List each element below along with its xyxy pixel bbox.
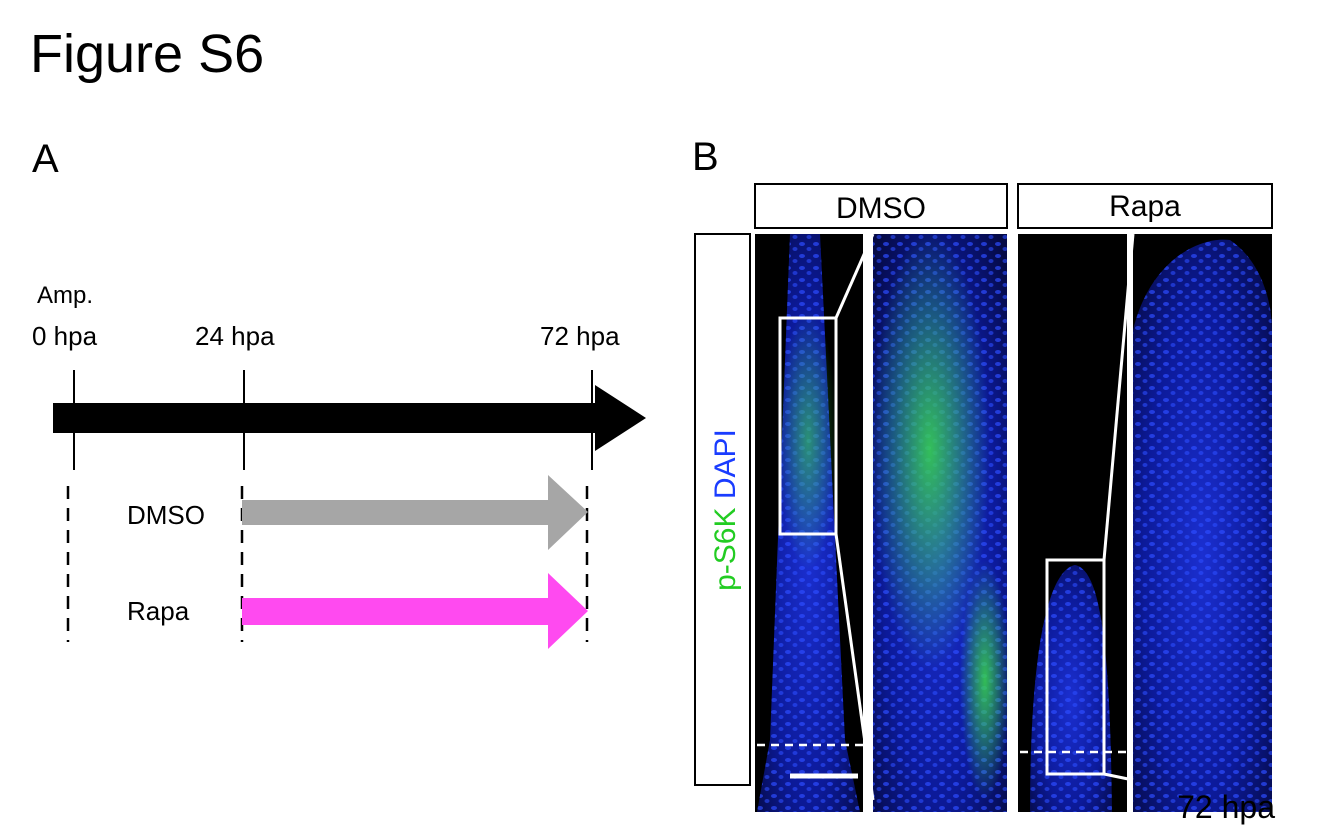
time-label: 24 hpa <box>195 321 275 351</box>
panel-label: A <box>32 137 59 181</box>
zoom-lines <box>834 233 875 801</box>
zoom-lines <box>1102 233 1135 782</box>
column-header-box <box>1017 183 1273 229</box>
micrograph-dmso-zoom <box>870 230 1010 812</box>
stain-label: DAPI <box>709 429 742 499</box>
time-label: 72 hpa <box>540 321 620 351</box>
timeline-arrow <box>53 385 646 451</box>
figure-title: Figure S6 <box>30 24 264 84</box>
event-label: Amp. <box>37 282 93 309</box>
stain-label: p-S6K <box>709 507 742 590</box>
micrograph-dmso <box>755 234 863 812</box>
column-header: DMSO <box>836 192 926 225</box>
time-label: 72 hpa <box>1177 789 1275 825</box>
dmso-arrow <box>242 475 588 550</box>
row-label-box <box>694 233 751 786</box>
panel-label: B <box>692 135 719 179</box>
column-header: Rapa <box>1109 190 1181 223</box>
micrograph-rapa-zoom <box>1133 234 1272 813</box>
column-header-box <box>754 183 1008 229</box>
rapa-arrow <box>242 573 588 649</box>
treatment-label: Rapa <box>127 596 190 626</box>
time-label: 0 hpa <box>32 321 98 351</box>
time-ticks <box>73 370 593 470</box>
treatment-label: DMSO <box>127 500 205 530</box>
micrograph-rapa <box>1018 234 1127 812</box>
row-label: p-S6K DAPI <box>709 429 742 591</box>
